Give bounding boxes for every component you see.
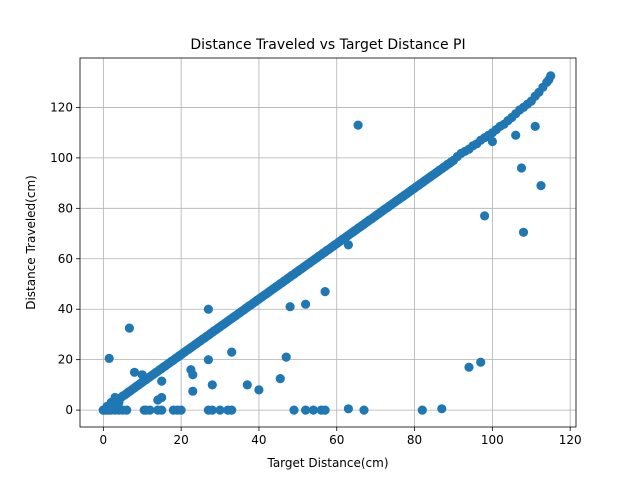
y-tick-label: 120 xyxy=(50,100,73,114)
data-point xyxy=(343,240,353,250)
data-point xyxy=(417,405,427,415)
y-tick-label: 80 xyxy=(58,201,73,215)
data-point xyxy=(129,367,140,377)
data-point xyxy=(343,404,353,414)
chart-title: Distance Traveled vs Target Distance PI xyxy=(190,37,465,53)
data-point xyxy=(536,181,546,191)
data-point xyxy=(516,163,527,173)
data-point xyxy=(476,357,486,367)
data-point xyxy=(203,355,213,365)
data-point xyxy=(207,380,217,390)
data-point xyxy=(227,405,237,415)
y-tick-label: 40 xyxy=(58,302,73,316)
data-point xyxy=(464,362,474,372)
data-points xyxy=(98,71,556,415)
plot-frame xyxy=(79,57,577,428)
data-point xyxy=(437,404,447,414)
data-point xyxy=(308,405,318,415)
x-tick-label: 20 xyxy=(174,433,189,447)
data-point xyxy=(353,120,363,130)
data-point xyxy=(122,405,132,415)
data-point xyxy=(254,385,264,395)
x-tick-label: 0 xyxy=(100,433,108,447)
data-point xyxy=(359,405,369,415)
x-axis-title: Target Distance(cm) xyxy=(266,456,388,470)
data-point xyxy=(104,353,114,363)
data-point xyxy=(301,405,311,415)
data-point xyxy=(511,130,521,140)
y-axis-title: Distance Traveled(cm) xyxy=(24,175,38,310)
data-point xyxy=(137,370,147,380)
data-point xyxy=(480,211,490,221)
data-point xyxy=(176,405,186,415)
data-point xyxy=(207,405,217,415)
y-tick-label: 20 xyxy=(58,353,73,367)
data-point xyxy=(157,376,167,386)
data-point xyxy=(242,380,252,390)
data-point xyxy=(320,287,330,297)
data-point xyxy=(203,304,213,314)
data-point xyxy=(110,392,120,403)
data-point xyxy=(124,323,134,333)
data-point xyxy=(518,227,529,237)
x-tick-label: 80 xyxy=(407,433,422,447)
x-tick-label: 60 xyxy=(329,433,344,447)
y-tick-label: 100 xyxy=(50,151,73,165)
y-tick-label: 0 xyxy=(65,403,73,417)
data-point xyxy=(281,352,291,362)
data-point xyxy=(289,405,299,415)
data-point xyxy=(285,302,295,312)
data-point xyxy=(320,405,330,415)
data-point xyxy=(544,75,554,85)
axis-ticks: 0 20 40 60 80 100 120 0 20 40 60 80 100 120 xyxy=(50,100,582,447)
x-tick-label: 120 xyxy=(559,433,582,447)
data-point xyxy=(275,374,285,384)
data-point xyxy=(157,392,167,403)
x-tick-label: 100 xyxy=(481,433,504,447)
data-point xyxy=(188,370,198,380)
x-tick-label: 40 xyxy=(251,433,266,447)
data-point xyxy=(487,136,497,147)
data-point xyxy=(145,405,155,415)
data-point xyxy=(301,299,311,309)
data-point xyxy=(188,386,198,396)
data-point xyxy=(157,405,167,415)
data-point xyxy=(227,347,237,357)
y-tick-label: 60 xyxy=(58,252,73,266)
data-point xyxy=(530,121,540,131)
data-point xyxy=(215,405,225,415)
